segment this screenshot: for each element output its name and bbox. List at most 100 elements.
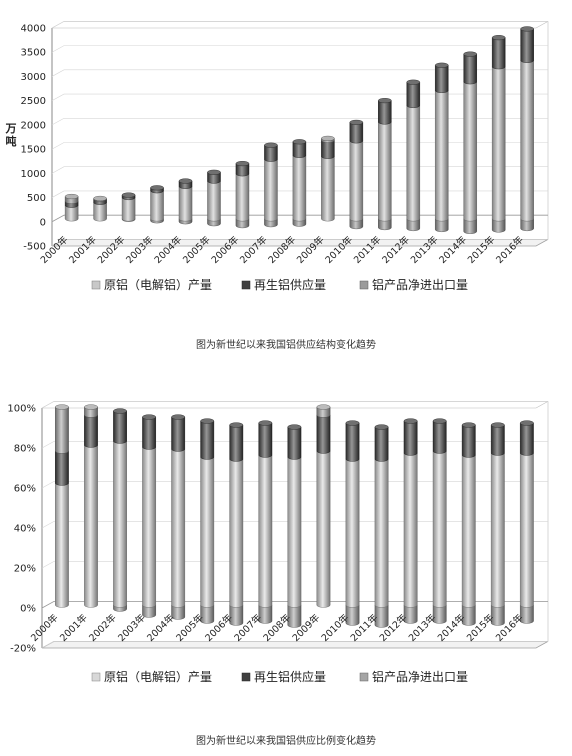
bar-cap	[142, 414, 156, 420]
x-tick-label: 2003年	[123, 233, 156, 266]
bar-再生铝供应量-2014年	[463, 53, 477, 85]
bar-group-2001年	[93, 195, 107, 222]
x-tick-label: 2007年	[237, 233, 270, 266]
y-tick-label: 0%	[20, 604, 36, 615]
bar-原铝（电解铝）产量-2007年	[258, 454, 273, 608]
legend-label: 铝产品净进出口量	[372, 669, 468, 684]
bar-铝产品净进出口量-2010年	[345, 604, 360, 626]
y-tick-label: -20%	[10, 644, 36, 655]
bar-再生铝供应量-2015年	[490, 424, 505, 456]
bar-再生铝供应量-2006年	[229, 424, 244, 462]
legend-label: 铝产品净进出口量	[372, 277, 468, 292]
bar-铝产品净进出口量-2004年	[171, 604, 186, 620]
bar-原铝（电解铝）产量-2000年	[55, 482, 69, 608]
y-tick-label: 3500	[21, 48, 46, 59]
bar-再生铝供应量-2009年	[321, 140, 335, 159]
bar-group-2007年	[264, 142, 278, 228]
bar-group-2008年	[287, 424, 302, 628]
x-tick-label: 2004年	[152, 233, 185, 266]
bar-cap	[292, 139, 307, 145]
bar-再生铝供应量-2002年	[113, 410, 127, 444]
bar-再生铝供应量-2013年	[435, 65, 449, 93]
bar-再生铝供应量-2011年	[378, 100, 392, 125]
bar-cap	[64, 193, 79, 200]
bar-cap	[406, 79, 421, 85]
bar-再生铝供应量-2007年	[264, 144, 278, 162]
y-tick-label: 500	[27, 193, 46, 204]
bar-group-2016年	[520, 26, 534, 232]
bar-原铝（电解铝）产量-2005年	[200, 456, 215, 608]
bar-再生铝供应量-2012年	[403, 420, 418, 456]
bar-再生铝供应量-2005年	[200, 420, 215, 460]
bar-铝产品净进出口量-2006年	[229, 604, 244, 626]
bar-cap	[171, 414, 186, 420]
bar-group-2015年	[490, 422, 505, 626]
bar-再生铝供应量-2011年	[374, 426, 389, 462]
bar-cap	[435, 62, 449, 68]
bar-cap	[287, 424, 302, 430]
bar-cap	[432, 418, 447, 424]
x-tick-label: 2008年	[266, 233, 299, 266]
legend-swatch	[91, 280, 101, 290]
bar-铝产品净进出口量-2000年	[55, 406, 69, 454]
x-tick-label: 2002年	[95, 233, 128, 266]
bar-cap	[150, 185, 164, 191]
bar-cap	[461, 422, 476, 428]
bar-铝产品净进出口量-2015年	[491, 218, 506, 233]
bar-cap	[258, 420, 273, 426]
bar-铝产品净进出口量-2015年	[490, 604, 505, 626]
bar-cap	[200, 418, 215, 424]
bar-cap	[207, 169, 221, 175]
y-tick-label: 20%	[14, 564, 36, 575]
bar-group-2002年	[113, 408, 127, 612]
x-tick-label: 2002年	[86, 611, 119, 644]
y-tick-label: 3000	[21, 72, 46, 83]
bar-再生铝供应量-2003年	[142, 416, 156, 450]
bar-group-2010年	[345, 420, 360, 626]
bar-原铝（电解铝）产量-2006年	[229, 458, 244, 608]
bar-原铝（电解铝）产量-2016年	[520, 60, 534, 222]
supply-ratio-chart: -20% 0% 20% 40% 60% 80% 100% 2000年2001年2002年200…	[7, 401, 549, 684]
legend-label: 再生铝供应量	[254, 669, 326, 684]
bar-group-2013年	[435, 62, 449, 233]
bar-原铝（电解铝）产量-2009年	[316, 450, 331, 608]
y-tick-label: 0	[40, 217, 46, 228]
legend-label: 原铝（电解铝）产量	[104, 669, 212, 684]
x-tick-label: 2011年	[351, 233, 384, 266]
bar-再生铝供应量-2001年	[84, 414, 98, 448]
bar-原铝（电解铝）产量-2002年	[113, 440, 127, 608]
bar-原铝（电解铝）产量-2009年	[321, 156, 335, 222]
bar-cap	[321, 135, 335, 141]
bar-原铝（电解铝）产量-2005年	[207, 180, 221, 222]
bar-cap	[490, 422, 505, 428]
legend-swatch	[91, 672, 101, 682]
bar-再生铝供应量-2009年	[316, 414, 331, 454]
bar-原铝（电解铝）产量-2002年	[121, 197, 136, 222]
bar-cap	[403, 418, 418, 424]
bar-group-2006年	[235, 161, 250, 229]
bar-原铝（电解铝）产量-2012年	[403, 452, 418, 608]
supply-structure-chart: -500 0 500 1000 1500 2000 2500 3000 3500 4000 万吨 20…	[5, 21, 549, 292]
bar-cap	[84, 404, 98, 410]
x-tick-label: 2010年	[319, 611, 352, 644]
bar-再生铝供应量-2015年	[491, 37, 506, 70]
bar-原铝（电解铝）产量-2014年	[463, 81, 477, 222]
gridline	[51, 69, 548, 77]
bar-cap	[378, 98, 392, 104]
bar-cap	[519, 420, 534, 426]
bar-group-2014年	[463, 51, 477, 234]
bar-group-2009年	[316, 404, 331, 608]
bar-原铝（电解铝）产量-2001年	[84, 444, 98, 608]
x-tick-label: 2001年	[67, 233, 100, 266]
bar-group-2009年	[321, 135, 335, 222]
x-tick-label: 2001年	[57, 611, 90, 644]
bar-cap	[55, 404, 69, 410]
bar-再生铝供应量-2016年	[519, 422, 534, 456]
bar-cap	[121, 192, 136, 198]
legend-label: 原铝（电解铝）产量	[104, 277, 212, 292]
bar-再生铝供应量-2008年	[292, 141, 307, 158]
bar-原铝（电解铝）产量-2010年	[345, 458, 360, 608]
bar-原铝（电解铝）产量-2003年	[142, 446, 156, 608]
bar-group-2000年	[64, 193, 79, 222]
gridline	[41, 641, 548, 649]
